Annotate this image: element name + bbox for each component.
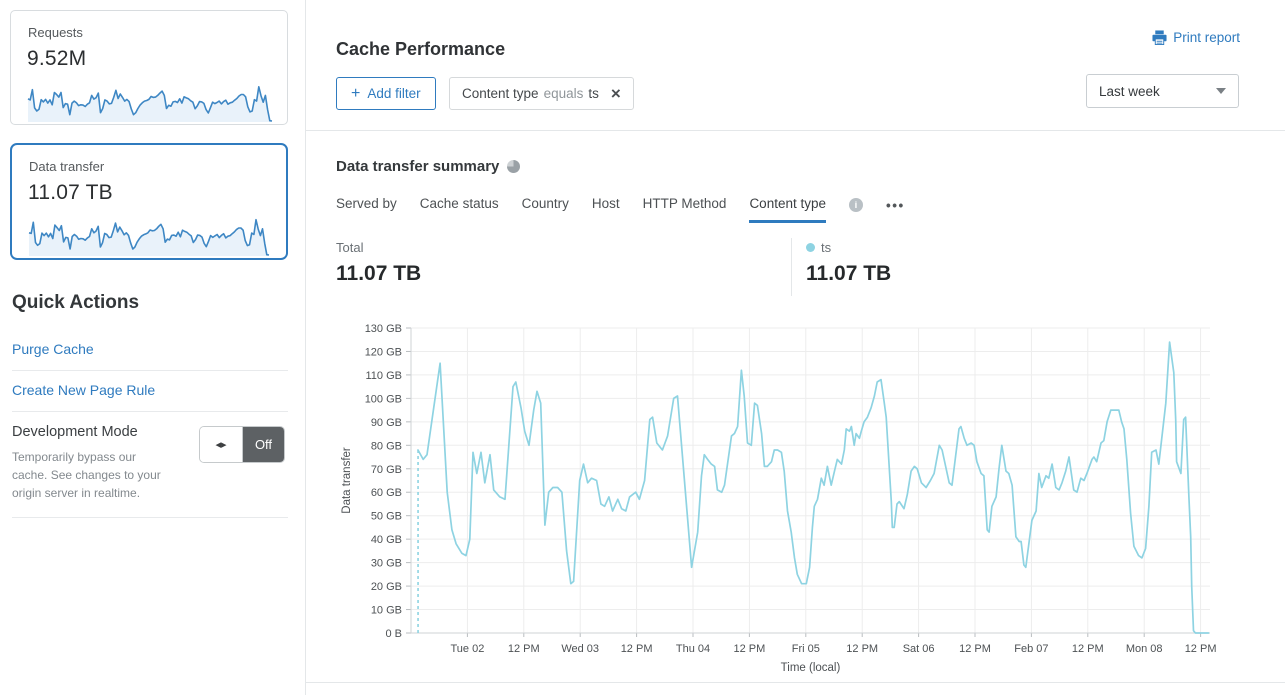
plus-icon: +: [351, 84, 361, 102]
requests-card-value: 9.52M: [27, 47, 87, 70]
requests-card-label: Requests: [28, 25, 83, 40]
divider: [306, 130, 1285, 131]
svg-text:Sat 06: Sat 06: [903, 643, 935, 655]
requests-sparkline: [27, 86, 273, 122]
total-stat: Total 11.07 TB: [336, 240, 421, 286]
purge-cache-link[interactable]: Purge Cache: [12, 341, 94, 357]
svg-text:12 PM: 12 PM: [734, 643, 766, 655]
svg-text:10 GB: 10 GB: [371, 605, 402, 617]
toggle-state-label: Off: [243, 427, 284, 462]
development-mode-description: Temporarily bypass our cache. See change…: [12, 450, 161, 501]
ts-series-value: 11.07 TB: [806, 262, 892, 285]
development-mode-title: Development Mode: [12, 424, 138, 440]
metric-card-data-transfer[interactable]: Data transfer 11.07 TB: [10, 143, 288, 260]
filter-operator: equals: [543, 86, 584, 101]
svg-text:120 GB: 120 GB: [365, 346, 402, 358]
create-page-rule-link[interactable]: Create New Page Rule: [12, 382, 156, 398]
svg-text:90 GB: 90 GB: [371, 417, 402, 429]
sidebar: Requests 9.52M Data transfer 11.07 TB Qu…: [0, 0, 306, 695]
more-tabs-button[interactable]: •••: [886, 197, 905, 213]
quick-actions-section: Quick Actions Purge Cache Create New Pag…: [12, 292, 288, 518]
tab-host[interactable]: Host: [591, 196, 620, 211]
svg-text:0 B: 0 B: [385, 628, 402, 640]
tab-content-type[interactable]: Content type: [749, 196, 826, 223]
divider: [791, 238, 792, 296]
svg-text:12 PM: 12 PM: [846, 643, 878, 655]
svg-text:12 PM: 12 PM: [1185, 643, 1217, 655]
ts-legend-dot: [806, 243, 815, 252]
svg-text:20 GB: 20 GB: [371, 581, 402, 593]
total-value: 11.07 TB: [336, 262, 422, 285]
add-filter-button[interactable]: + Add filter: [336, 77, 436, 110]
summary-tabs: Served by Cache status Country Host HTTP Met…: [336, 196, 905, 223]
summary-title: Data transfer summary: [336, 158, 521, 175]
svg-text:60 GB: 60 GB: [371, 487, 402, 499]
svg-text:Tue 02: Tue 02: [450, 643, 484, 655]
filter-value: ts: [588, 86, 599, 101]
toggle-arrows-icon: ◂▸: [200, 427, 243, 462]
add-filter-label: Add filter: [367, 86, 421, 101]
svg-text:12 PM: 12 PM: [621, 643, 653, 655]
summary-title-text: Data transfer summary: [336, 158, 500, 175]
svg-text:70 GB: 70 GB: [371, 464, 402, 476]
svg-text:Thu 04: Thu 04: [676, 643, 710, 655]
data-transfer-line-chart: 0 B 10 GB 20 GB 30 GB 40 GB 50 GB 60 GB 70 GB 80…: [341, 323, 1217, 674]
development-mode-block: Development Mode Temporarily bypass our …: [12, 412, 288, 517]
divider: [12, 370, 288, 371]
tab-cache-status[interactable]: Cache status: [419, 196, 499, 211]
metric-card-requests[interactable]: Requests 9.52M: [10, 10, 288, 125]
svg-text:12 PM: 12 PM: [508, 643, 540, 655]
svg-text:30 GB: 30 GB: [371, 558, 402, 570]
time-range-select[interactable]: Last week: [1086, 74, 1239, 108]
time-range-value: Last week: [1099, 83, 1160, 99]
svg-text:130 GB: 130 GB: [365, 323, 402, 335]
svg-text:Fri 05: Fri 05: [792, 643, 820, 655]
svg-text:Time (local): Time (local): [781, 662, 841, 674]
tab-country[interactable]: Country: [521, 196, 569, 211]
filter-chip-content-type[interactable]: Content type equals ts ×: [449, 77, 634, 110]
remove-filter-icon[interactable]: ×: [610, 84, 621, 103]
filter-field: Content type: [462, 86, 539, 101]
chevron-down-icon: [1216, 88, 1226, 94]
svg-text:12 PM: 12 PM: [1072, 643, 1104, 655]
divider: [12, 411, 288, 412]
page-title: Cache Performance: [336, 39, 506, 60]
svg-text:Wed 03: Wed 03: [561, 643, 599, 655]
svg-text:40 GB: 40 GB: [371, 534, 402, 546]
data-transfer-card-label: Data transfer: [29, 159, 105, 174]
info-icon[interactable]: i: [849, 198, 863, 212]
pie-chart-icon: [507, 160, 521, 173]
divider: [12, 516, 288, 518]
printer-icon: [1152, 30, 1167, 45]
data-transfer-sparkline: [28, 218, 270, 256]
tab-served-by[interactable]: Served by: [336, 196, 397, 211]
quick-actions-title: Quick Actions: [12, 292, 140, 313]
divider: [306, 682, 1285, 683]
svg-text:80 GB: 80 GB: [371, 440, 402, 452]
total-label: Total: [336, 240, 364, 255]
svg-text:Data transfer: Data transfer: [341, 447, 353, 514]
print-report-link[interactable]: Print report: [1152, 30, 1240, 45]
svg-text:12 PM: 12 PM: [959, 643, 991, 655]
print-report-label: Print report: [1173, 30, 1240, 45]
ts-series-stat: ts 11.07 TB: [806, 240, 891, 286]
ts-series-label: ts: [821, 240, 832, 255]
development-mode-toggle[interactable]: ◂▸ Off: [199, 426, 285, 463]
svg-text:50 GB: 50 GB: [371, 511, 402, 523]
svg-text:Feb 07: Feb 07: [1014, 643, 1048, 655]
svg-text:100 GB: 100 GB: [365, 393, 402, 405]
tab-http-method[interactable]: HTTP Method: [642, 196, 727, 211]
data-transfer-card-value: 11.07 TB: [28, 181, 113, 204]
svg-text:Mon 08: Mon 08: [1126, 643, 1163, 655]
main-content: Cache Performance Print report + Add fil…: [306, 0, 1285, 695]
svg-text:110 GB: 110 GB: [366, 370, 403, 382]
